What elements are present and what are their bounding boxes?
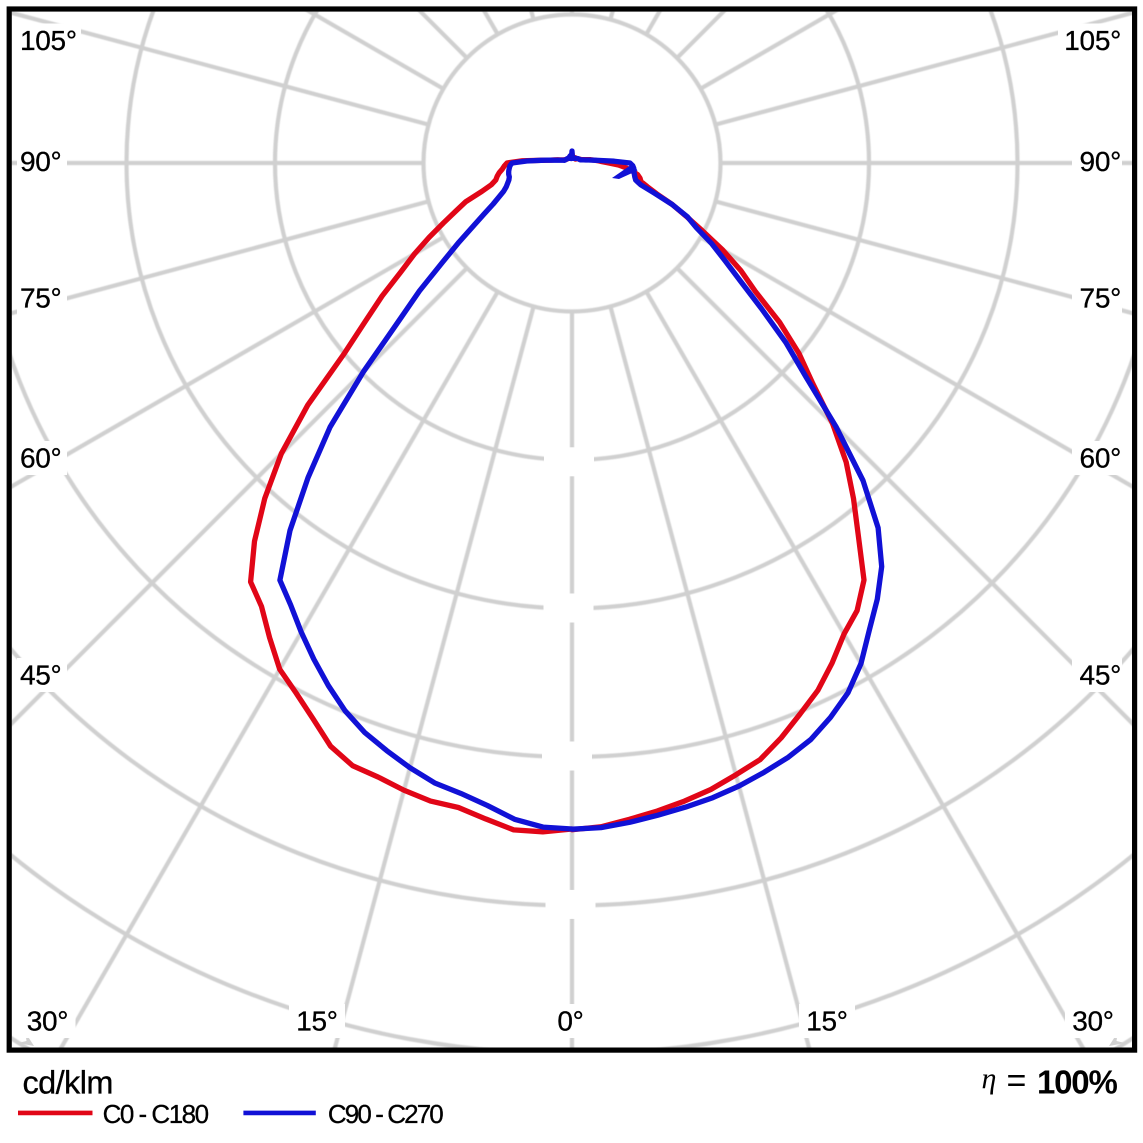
svg-text:=: = (1007, 1062, 1027, 1100)
svg-text:60°: 60° (20, 443, 61, 474)
svg-text:75°: 75° (1080, 283, 1121, 314)
svg-text:105°: 105° (1064, 25, 1121, 56)
svg-text:C0 - C180: C0 - C180 (103, 1099, 209, 1129)
svg-text:30°: 30° (27, 1006, 68, 1037)
svg-text:45°: 45° (1080, 660, 1121, 691)
svg-text:C90 - C270: C90 - C270 (328, 1099, 443, 1129)
svg-text:75°: 75° (20, 283, 61, 314)
svg-text:15°: 15° (806, 1006, 847, 1037)
svg-text:30°: 30° (1072, 1006, 1113, 1037)
svg-text:η: η (982, 1062, 997, 1095)
svg-text:105°: 105° (20, 25, 77, 56)
svg-text:15°: 15° (296, 1006, 337, 1037)
svg-text:90°: 90° (20, 146, 61, 177)
svg-text:0°: 0° (557, 1006, 583, 1037)
svg-text:45°: 45° (20, 660, 61, 691)
svg-text:100%: 100% (1037, 1064, 1117, 1101)
svg-text:90°: 90° (1080, 146, 1121, 177)
svg-text:cd/klm: cd/klm (23, 1065, 113, 1101)
svg-text:60°: 60° (1080, 443, 1121, 474)
